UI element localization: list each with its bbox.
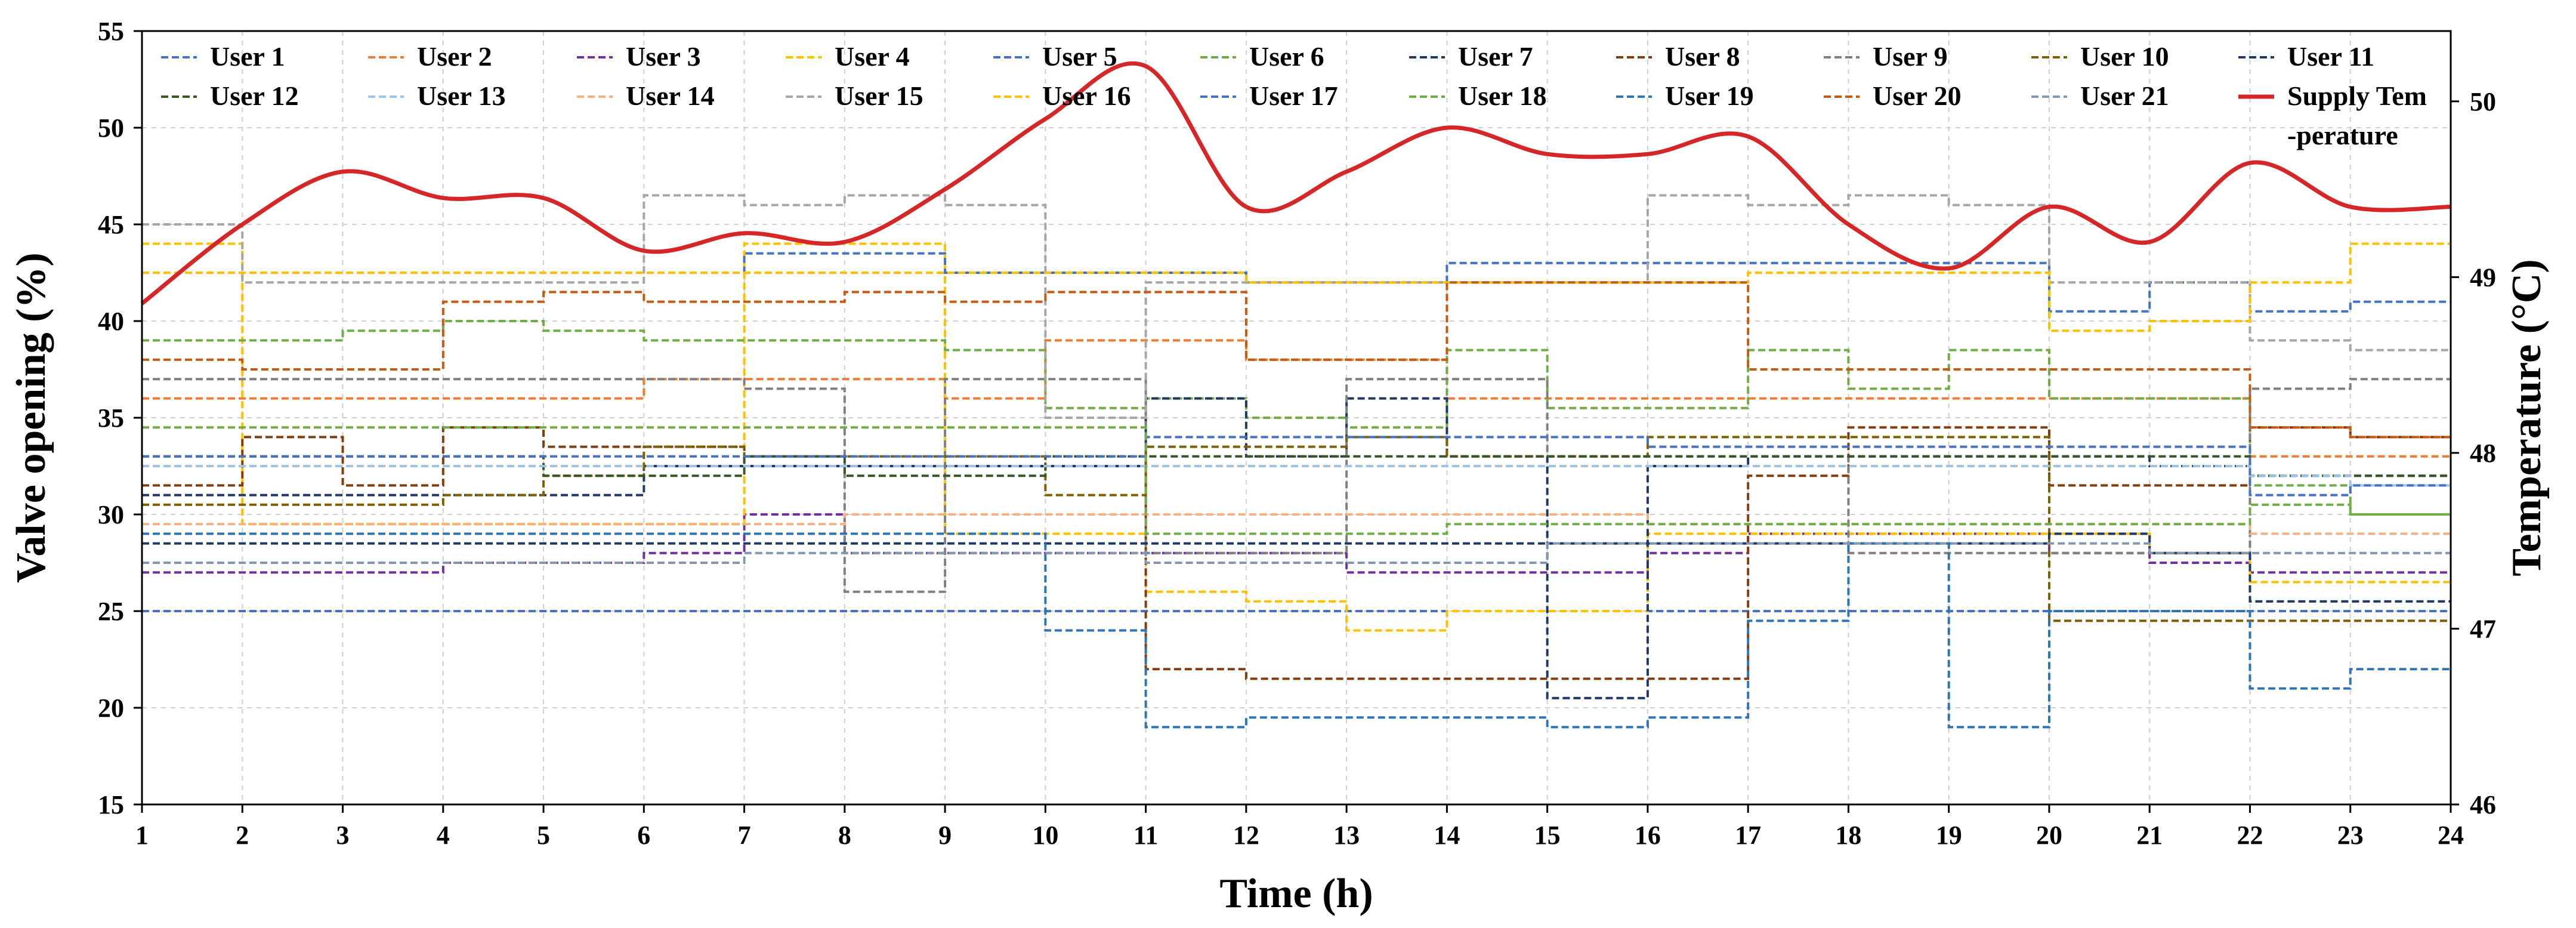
x-tick-label: 1 (135, 821, 149, 850)
series-line-21 (142, 542, 2451, 564)
y-tick-label: 15 (98, 790, 124, 819)
y-tick-label: 45 (98, 210, 124, 239)
x-tick-label: 10 (1032, 821, 1058, 850)
legend-label: User 3 (626, 41, 701, 72)
y-tick-label: 50 (98, 113, 124, 143)
legend-label: User 7 (1458, 41, 1533, 72)
y2-tick-label: 50 (2470, 87, 2496, 116)
y2-tick-label: 46 (2470, 790, 2496, 819)
legend-label: User 17 (1249, 81, 1338, 111)
x-tick-label: 20 (2036, 821, 2062, 850)
x-tick-label: 6 (637, 821, 650, 850)
y-tick-label: 55 (98, 17, 124, 46)
legend-label: User 8 (1665, 41, 1740, 72)
series-line-2 (142, 339, 2451, 458)
legend-label: User 20 (1873, 81, 1962, 111)
x-tick-label: 19 (1936, 821, 1962, 850)
y2-tick-label: 48 (2470, 439, 2496, 468)
supply-temperature-line (140, 61, 2451, 306)
series-line-10 (142, 436, 2451, 622)
x-tick-label: 13 (1333, 821, 1360, 850)
x-tick-label: 17 (1735, 821, 1761, 850)
series-line-12 (142, 455, 2451, 477)
series-line-19 (142, 532, 2451, 729)
legend-label: User 4 (835, 41, 910, 72)
series-layer (142, 194, 2451, 729)
y2-tick-label: 47 (2470, 614, 2496, 643)
y-tick-label: 40 (98, 307, 124, 336)
y-tick-label: 35 (98, 403, 124, 433)
x-tick-label: 2 (236, 821, 249, 850)
series-line-13 (142, 465, 2451, 487)
y2-tick-label: 49 (2470, 263, 2496, 292)
x-tick-label: 12 (1233, 821, 1259, 850)
series-line-16 (142, 242, 2451, 332)
legend-label-temperature-line: -perature (2287, 120, 2398, 150)
legend-label-temperature: Supply Tem -perature (2287, 81, 2427, 150)
x-tick-label: 9 (938, 821, 952, 850)
x-tick-label: 23 (2337, 821, 2364, 850)
x-tick-label: 24 (2438, 821, 2464, 850)
legend-label: User 12 (210, 81, 299, 111)
legend-label: User 1 (210, 41, 285, 72)
temperature-layer (140, 61, 2451, 306)
x-tick-label: 3 (336, 821, 350, 850)
legend-label: User 10 (2080, 41, 2169, 72)
series-line-20 (142, 281, 2451, 439)
series-line-18 (142, 426, 2451, 535)
y-tick-label: 25 (98, 597, 124, 626)
x-tick-label: 8 (838, 821, 851, 850)
x-tick-label: 4 (437, 821, 450, 850)
legend-label: User 5 (1042, 41, 1117, 72)
legend-label: User 2 (417, 41, 492, 72)
x-tick-label: 21 (2136, 821, 2163, 850)
legend-label-temperature-line: Supply Tem (2287, 81, 2427, 111)
series-line-9 (142, 378, 2451, 593)
axes: 1 2 3 4 5 6 7 8 9 10 11 12 13 14 15 16 17 18 19 20 21 22 23 241… (98, 17, 2496, 850)
legend-label: User 18 (1458, 81, 1547, 111)
x-tick-label: 5 (537, 821, 550, 850)
x-axis-title: Time (h) (1219, 871, 1373, 917)
series-line-8 (142, 426, 2451, 680)
legend-label: User 9 (1873, 41, 1948, 72)
legend-label: User 13 (417, 81, 506, 111)
series-line-11 (142, 532, 2451, 603)
y2-axis-title: Temperature (°C) (2504, 259, 2550, 576)
legend-label: User 15 (835, 81, 923, 111)
x-tick-label: 16 (1635, 821, 1661, 850)
x-tick-label: 15 (1534, 821, 1561, 850)
y-tick-label: 30 (98, 500, 124, 529)
legend-label: User 6 (1249, 41, 1324, 72)
y-axis-title: Valve opening (%) (8, 252, 54, 583)
y-tick-label: 20 (98, 693, 124, 723)
legend-label: User 19 (1665, 81, 1754, 111)
legend-label: User 11 (2287, 41, 2374, 72)
x-tick-label: 14 (1434, 821, 1460, 850)
x-tick-label: 11 (1133, 821, 1159, 850)
legend-label: User 21 (2080, 81, 2169, 111)
x-tick-label: 7 (738, 821, 751, 850)
legend: User 1 User 2 User 3 User 4 User 5 User 6 User… (161, 41, 2427, 150)
series-line-17 (142, 436, 2451, 497)
legend-label: User 16 (1042, 81, 1131, 111)
x-tick-label: 18 (1835, 821, 1861, 850)
legend-label: User 14 (626, 81, 715, 111)
x-tick-label: 22 (2237, 821, 2263, 850)
series-line-7 (142, 397, 2451, 699)
